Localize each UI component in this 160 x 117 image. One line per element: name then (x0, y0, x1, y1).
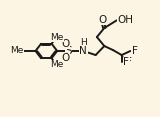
Text: F: F (126, 57, 132, 67)
Text: N: N (79, 46, 87, 56)
Text: O: O (61, 53, 69, 63)
Text: Me: Me (50, 60, 63, 69)
Text: O: O (61, 39, 69, 49)
Text: O: O (98, 15, 107, 25)
Text: Me: Me (50, 33, 63, 42)
Text: F: F (123, 57, 129, 67)
Text: Me: Me (10, 46, 23, 55)
Text: F: F (132, 46, 138, 56)
Text: H: H (80, 38, 87, 47)
Text: S: S (65, 46, 72, 56)
Text: OH: OH (118, 15, 134, 25)
